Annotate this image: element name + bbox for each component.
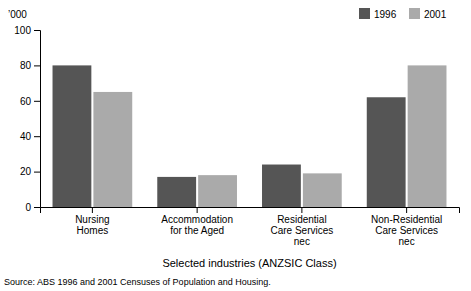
- x-tick-label-line: for the Aged: [170, 225, 224, 236]
- plot: 0 20 40 60 80 100 NursingHomes Accommodationfor…: [14, 25, 459, 247]
- legend-label: 2001: [424, 9, 447, 20]
- x-tick-label: Accommodationfor the Aged: [161, 214, 233, 236]
- y-axis-title: ’000: [8, 9, 27, 20]
- bar: [367, 97, 406, 207]
- x-tick: ResidentialCare Servicesnec: [270, 207, 333, 247]
- bar: [198, 175, 237, 207]
- bar: [157, 177, 196, 207]
- series: [53, 65, 406, 207]
- y-tick: 20: [20, 166, 40, 177]
- y-tick: 80: [20, 60, 40, 71]
- bar: [53, 65, 92, 207]
- y-tick-label: 80: [20, 60, 32, 71]
- chart: 0 20 40 60 80 100 NursingHomes Accommodationfor…: [0, 0, 471, 291]
- bar: [93, 92, 132, 207]
- y-tick-label: 60: [20, 96, 32, 107]
- y-tick-mark: [34, 65, 40, 66]
- legend: 1996 2001: [359, 8, 447, 20]
- legend-swatch: [409, 8, 420, 19]
- legend-label: 1996: [374, 9, 397, 20]
- y-tick-mark: [34, 207, 40, 208]
- x-tick-label: ResidentialCare Servicesnec: [270, 214, 333, 247]
- x-tick-label-line: Homes: [77, 225, 109, 236]
- y-tick-label: 100: [14, 25, 31, 36]
- x-tick: Non-ResidentialCare Servicesnec: [371, 207, 442, 247]
- legend-entry: 1996: [359, 8, 397, 20]
- y-tick: 60: [20, 96, 40, 107]
- x-tick: Accommodationfor the Aged: [161, 207, 233, 236]
- bar: [262, 165, 301, 207]
- y-tick: 0: [25, 202, 40, 213]
- y-axis: 0 20 40 60 80 100: [14, 25, 40, 213]
- legend-entry: 2001: [409, 8, 447, 20]
- y-tick-label: 40: [20, 131, 32, 142]
- y-tick-mark: [34, 101, 40, 102]
- y-tick-label: 0: [25, 202, 31, 213]
- y-tick-mark: [34, 136, 40, 137]
- x-tick-mark: [197, 207, 198, 213]
- y-tick: 40: [20, 131, 40, 142]
- x-tick: NursingHomes: [75, 207, 109, 236]
- x-tick-mark: [92, 207, 93, 213]
- x-tick-label-line: nec: [399, 236, 415, 247]
- y-tick-label: 20: [20, 166, 32, 177]
- bar: [408, 65, 447, 207]
- x-tick-label-line: Care Services: [375, 225, 438, 236]
- x-tick-label-line: Non-Residential: [371, 214, 442, 225]
- y-tick-mark: [34, 30, 40, 31]
- x-tick-label-line: Residential: [277, 214, 326, 225]
- x-tick-label-line: Care Services: [270, 225, 333, 236]
- y-axis-line: [34, 31, 41, 208]
- y-tick: 100: [14, 25, 40, 36]
- x-tick-mark: [406, 207, 407, 213]
- bars: [53, 65, 447, 207]
- x-tick-label: NursingHomes: [75, 214, 109, 236]
- x-tick-label-line: nec: [294, 236, 310, 247]
- bar: [303, 173, 342, 207]
- x-tick-mark: [301, 207, 302, 213]
- x-tick-label-line: Accommodation: [161, 214, 233, 225]
- x-tick-label-line: Nursing: [75, 214, 109, 225]
- y-tick-mark: [34, 172, 40, 173]
- x-axis-line: [41, 208, 460, 214]
- x-axis-title: Selected industries (ANZSIC Class): [162, 257, 336, 269]
- x-axis: NursingHomes Accommodationfor the Aged Res…: [41, 207, 460, 247]
- series: [93, 65, 446, 207]
- legend-swatch: [359, 8, 370, 19]
- x-tick-label: Non-ResidentialCare Servicesnec: [371, 214, 442, 247]
- annotation: Source: ABS 1996 and 2001 Censuses of Po…: [4, 277, 271, 287]
